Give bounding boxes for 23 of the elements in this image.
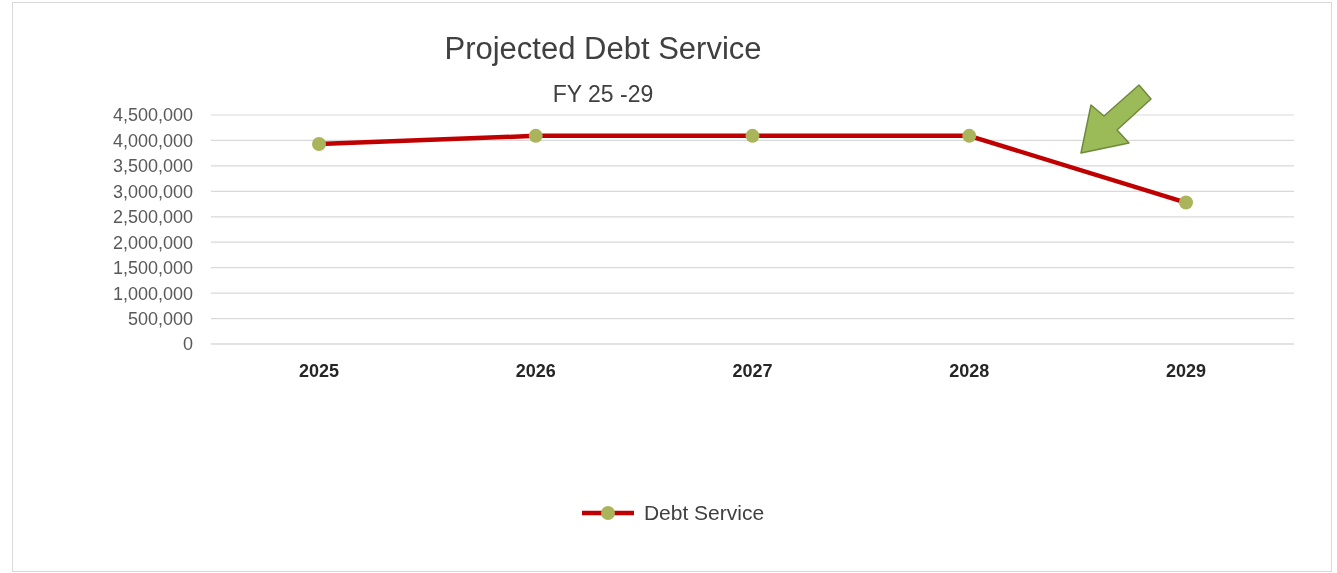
chart-title: Projected Debt Service — [443, 31, 763, 67]
x-tick-label: 2028 — [949, 360, 990, 381]
y-tick-label: 0 — [182, 334, 193, 355]
y-tick-label: 1,000,000 — [112, 283, 193, 304]
y-tick-label: 500,000 — [127, 308, 193, 329]
point — [528, 128, 543, 143]
y-tick-label: 3,500,000 — [112, 156, 193, 177]
chart-subtitle: FY 25 -29 — [551, 81, 655, 108]
x-tick-label: 2026 — [515, 360, 556, 381]
x-tick-label: 2027 — [732, 360, 773, 381]
y-tick-label: 1,500,000 — [112, 258, 193, 279]
y-tick-label: 2,000,000 — [112, 232, 193, 253]
y-tick-label: 4,500,000 — [112, 105, 193, 126]
point — [745, 128, 760, 143]
x-tick-label: 2025 — [298, 360, 340, 381]
y-tick-label: 2,500,000 — [112, 207, 193, 228]
y-tick-label: 3,000,000 — [112, 181, 193, 202]
point — [962, 128, 977, 143]
legend-label: Debt Service — [643, 501, 765, 525]
point — [312, 137, 326, 152]
y-tick-label: 4,000,000 — [112, 130, 193, 151]
point — [1179, 195, 1193, 210]
x-tick-label: 2029 — [1165, 360, 1207, 381]
